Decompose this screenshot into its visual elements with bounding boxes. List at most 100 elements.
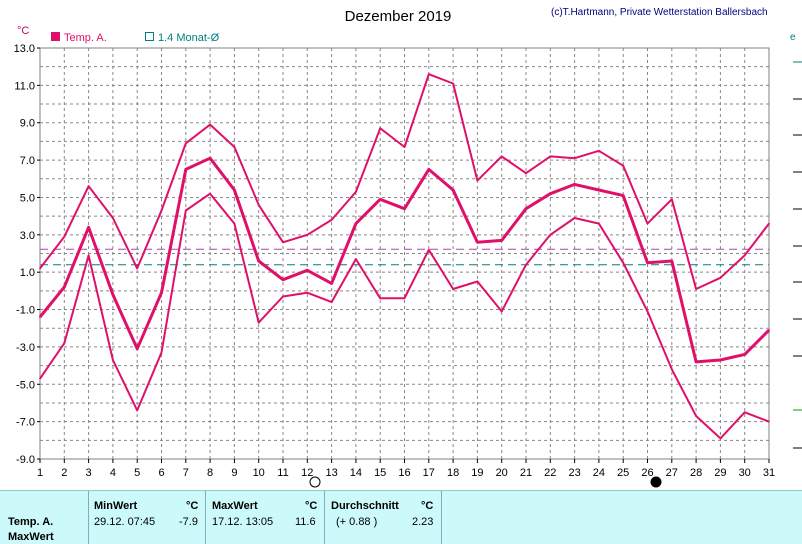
x-ticks: 1 2 3 4 5 6 7 8 9 10 11 12 13 14 15 16 17 18 19 20 21 22 23 24 2… [37, 459, 775, 479]
legend-label-temp: Temp. A. [64, 32, 107, 44]
row-label-maxwert: MaxWert [8, 531, 54, 543]
data-point-min [768, 420, 770, 423]
data-point-max [695, 288, 697, 290]
data-point-mean [743, 353, 746, 356]
y-tick-label: 5.0 [20, 192, 35, 204]
x-tick-label: 1 [37, 467, 43, 479]
data-point-max [452, 82, 454, 85]
x-tick-label: 12 [301, 467, 313, 479]
data-point-min [598, 222, 600, 225]
data-point-mean [233, 189, 236, 191]
data-point-min [136, 409, 138, 412]
data-point-mean [282, 278, 284, 281]
data-point-max [63, 235, 66, 238]
data-point-mean [428, 168, 430, 171]
data-point-max [185, 142, 187, 145]
legend-swatch-month [145, 32, 154, 41]
x-tick-label: 2 [61, 467, 67, 479]
x-tick-label: 30 [739, 467, 751, 479]
chart: Dezember 2019 (c)T.Hartmann, Private Wet… [14, 7, 802, 488]
x-tick-label: 27 [666, 467, 678, 479]
y-tick-label: -1.0 [16, 305, 35, 317]
divider [88, 491, 89, 544]
x-tick-label: 21 [520, 467, 532, 479]
data-point-max [355, 191, 357, 193]
data-point-min [452, 288, 454, 290]
info-panel: Temp. A. MaxWert MinWert °C 29.12. 07:45… [0, 490, 802, 544]
data-point-min [719, 437, 722, 440]
data-point-mean [598, 189, 600, 191]
data-point-max [257, 204, 260, 206]
data-point-min [525, 263, 527, 266]
data-point-min [476, 280, 479, 283]
data-point-mean [452, 189, 454, 191]
x-tick-label: 7 [183, 467, 189, 479]
data-point-max [622, 164, 624, 167]
x-tick-label: 11 [277, 467, 288, 479]
max-header: MaxWert [212, 500, 258, 512]
data-point-max [573, 157, 576, 160]
chart-title: Dezember 2019 [345, 8, 452, 25]
data-point-max [160, 209, 163, 212]
avg-delta: (+ 0.88 ) [336, 516, 378, 528]
x-tick-label: 17 [423, 467, 435, 479]
data-point-min [282, 295, 284, 298]
divider [441, 491, 442, 544]
data-point-max [646, 222, 649, 225]
data-point-max [39, 267, 41, 270]
y-tick-label: -9.0 [16, 454, 35, 466]
data-point-min [39, 377, 41, 380]
data-point-mean [719, 359, 722, 361]
y-tick-label: 1.0 [20, 267, 35, 279]
data-point-min [209, 192, 211, 195]
data-point-mean [306, 269, 309, 272]
data-point-mean [355, 222, 357, 225]
data-point-min [573, 217, 576, 219]
right-edge-marks: e [790, 32, 802, 449]
data-point-mean [768, 329, 770, 331]
x-tick-label: 4 [110, 467, 116, 479]
data-point-mean [136, 347, 138, 350]
x-tick-label: 18 [447, 467, 459, 479]
data-point-max [428, 73, 430, 75]
data-point-max [136, 267, 138, 270]
data-point-mean [379, 198, 382, 201]
avg-unit: °C [421, 500, 434, 512]
data-point-mean [476, 241, 479, 244]
x-tick-label: 24 [593, 467, 605, 479]
data-point-max [233, 146, 236, 148]
data-point-mean [671, 260, 673, 262]
data-point-max [549, 155, 552, 158]
data-point-mean [330, 282, 333, 285]
data-point-min [743, 411, 746, 414]
x-tick-label: 14 [350, 467, 362, 479]
data-point-min [549, 234, 552, 236]
data-point-max [598, 149, 600, 152]
data-point-min [695, 415, 697, 417]
data-point-min [63, 342, 66, 344]
divider [324, 491, 325, 544]
data-point-mean [403, 207, 406, 210]
data-point-max [379, 127, 382, 130]
data-point-min [355, 258, 357, 260]
data-point-min [622, 262, 624, 264]
legend-label-month: 1.4 Monat-Ø [158, 32, 220, 44]
data-point-mean [549, 192, 552, 195]
data-point-mean [573, 183, 576, 186]
data-point-mean [646, 262, 649, 264]
x-tick-label: 3 [86, 467, 92, 479]
data-point-min [500, 310, 503, 313]
data-point-mean [87, 226, 90, 229]
y-tick-label: 11.0 [14, 80, 35, 92]
y-tick-label: 9.0 [20, 118, 35, 130]
x-tick-label: 28 [690, 467, 702, 479]
data-point-min [428, 248, 430, 251]
avg-header: Durchschnitt [331, 500, 399, 512]
divider [205, 491, 206, 544]
data-point-mean [112, 293, 114, 296]
y-tick-label: 7.0 [20, 155, 35, 167]
y-tick-label: 3.0 [20, 230, 35, 242]
x-tick-label: 26 [641, 467, 653, 479]
data-point-max [87, 185, 90, 188]
data-point-mean [257, 260, 260, 262]
